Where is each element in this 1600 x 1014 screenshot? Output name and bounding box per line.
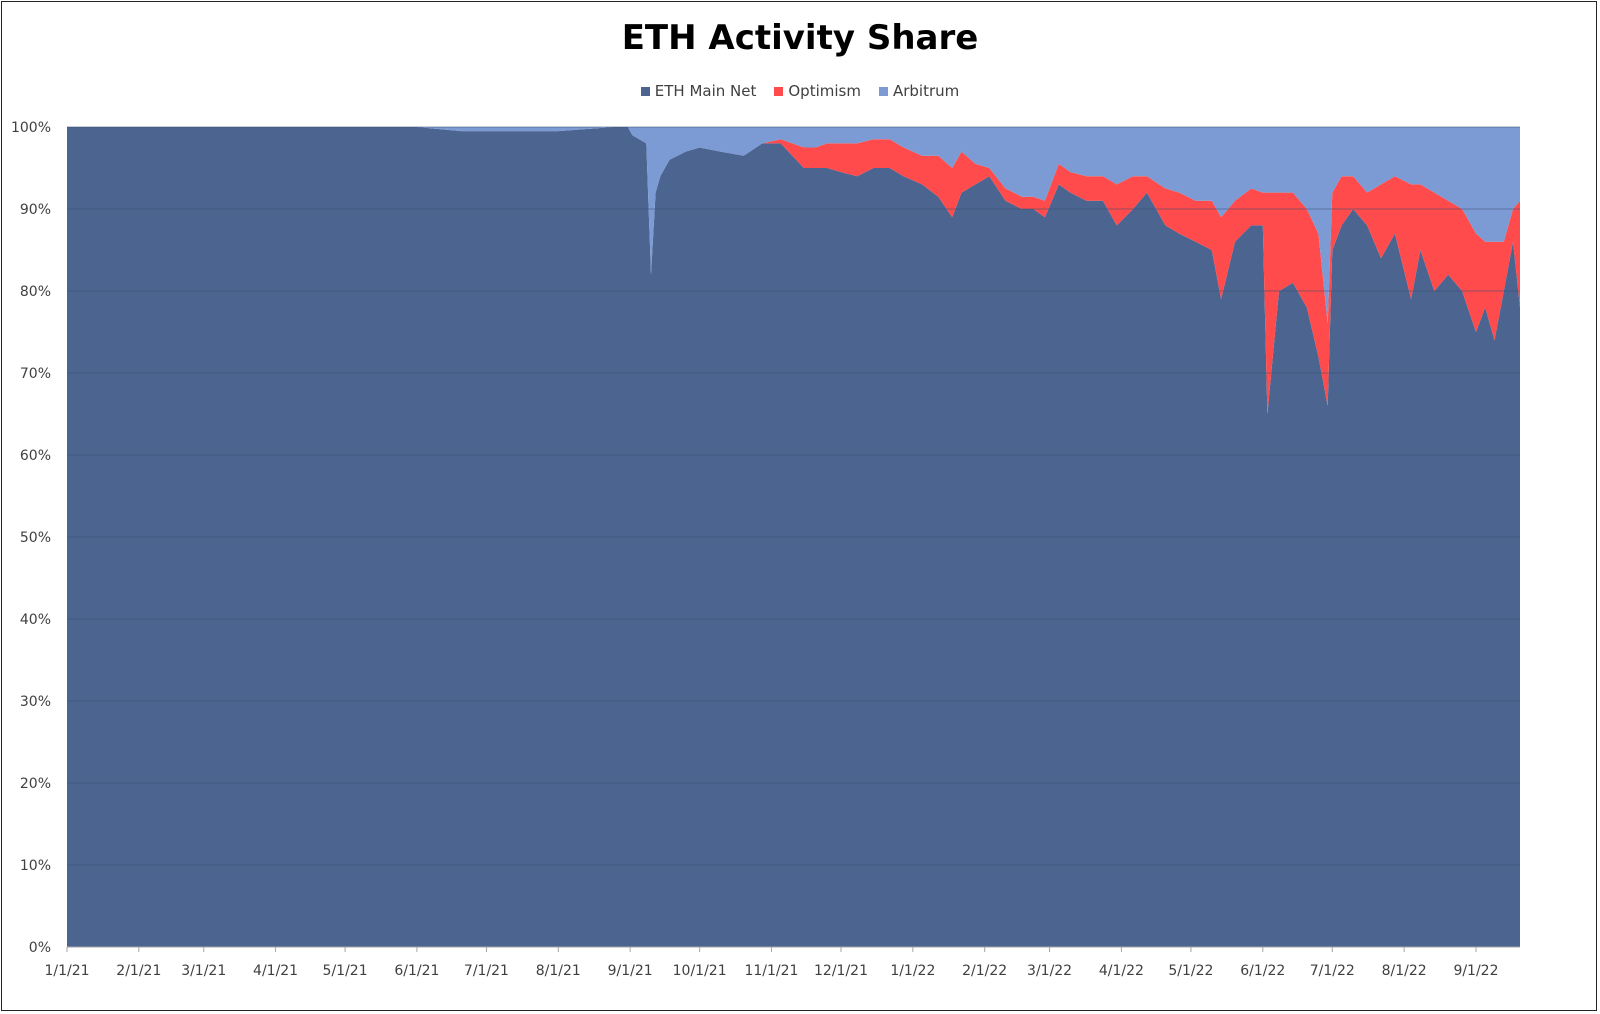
legend-item-eth-main-net: ETH Main Net [640,82,757,100]
y-tick-label: 20% [20,776,51,792]
x-tick-label: 2/1/22 [962,963,1007,979]
x-tick-label: 7/1/21 [464,963,509,979]
legend-label-optimism: Optimism [788,82,861,100]
x-tick-label: 11/1/21 [744,963,798,979]
legend-swatch-optimism [774,86,784,96]
x-tick-label: 4/1/21 [253,963,298,979]
x-tick-label: 8/1/22 [1382,963,1427,979]
legend-label-eth-main-net: ETH Main Net [654,82,757,100]
x-tick-label: 1/1/22 [890,963,935,979]
x-tick-label: 4/1/22 [1099,963,1144,979]
x-tick-label: 7/1/22 [1310,963,1355,979]
legend-item-optimism: Optimism [774,82,861,100]
x-tick-label: 9/1/22 [1453,963,1498,979]
series-area-arbitrum [67,127,1520,324]
legend-swatch-arbitrum [878,86,888,96]
x-tick-label: 3/1/21 [181,963,226,979]
y-tick-label: 100% [11,120,51,136]
y-tick-label: 70% [20,366,51,382]
x-tick-label: 9/1/21 [608,963,653,979]
legend-label-arbitrum: Arbitrum [892,82,960,100]
y-tick-label: 40% [20,612,51,628]
x-tick-label: 6/1/21 [394,963,439,979]
x-tick-label: 5/1/22 [1168,963,1213,979]
legend-swatch-eth-main-net [640,86,650,96]
x-tick-label: 5/1/21 [323,963,368,979]
x-tick-label: 12/1/21 [814,963,868,979]
y-tick-label: 0% [29,940,51,956]
y-tick-label: 30% [20,694,51,710]
x-tick-label: 2/1/21 [116,963,161,979]
y-tick-label: 60% [20,448,51,464]
x-tick-label: 6/1/22 [1240,963,1285,979]
legend-item-arbitrum: Arbitrum [878,82,960,100]
y-tick-label: 80% [20,284,51,300]
x-tick-label: 10/1/21 [673,963,727,979]
y-tick-label: 90% [20,202,51,218]
chart-title: ETH Activity Share [621,18,979,58]
series-area-optimism [67,127,1520,414]
x-tick-label: 1/1/21 [44,963,89,979]
y-tick-label: 50% [20,530,51,546]
chart-legend: ETH Main Net Optimism Arbitrum [0,82,1600,100]
x-tick-label: 8/1/21 [536,963,581,979]
x-tick-label: 3/1/22 [1027,963,1072,979]
y-tick-label: 10% [20,858,51,874]
